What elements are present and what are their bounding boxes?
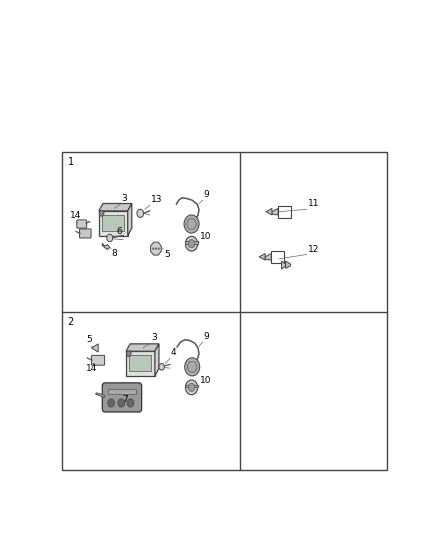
Polygon shape (185, 241, 198, 244)
Circle shape (99, 211, 104, 216)
Circle shape (137, 209, 144, 217)
Text: 4: 4 (171, 349, 177, 358)
Text: 2: 2 (67, 317, 74, 327)
Circle shape (127, 399, 134, 407)
Polygon shape (95, 393, 104, 398)
FancyBboxPatch shape (77, 220, 87, 228)
Polygon shape (265, 254, 271, 260)
Bar (130, 356, 152, 371)
Polygon shape (282, 261, 286, 269)
Text: 11: 11 (307, 199, 319, 208)
Circle shape (127, 351, 131, 357)
Circle shape (155, 247, 157, 250)
Text: 10: 10 (200, 376, 212, 385)
Text: 14: 14 (70, 211, 81, 220)
Circle shape (152, 247, 154, 250)
Text: 5: 5 (86, 335, 92, 344)
Polygon shape (155, 344, 159, 376)
Circle shape (185, 236, 198, 251)
Text: 3: 3 (152, 333, 157, 342)
Bar (99, 211, 128, 236)
Circle shape (159, 364, 164, 370)
Circle shape (184, 215, 199, 233)
Text: 9: 9 (203, 190, 209, 199)
Bar (102, 215, 124, 231)
Bar (108, 390, 135, 393)
Text: 3: 3 (121, 195, 127, 204)
Text: 1: 1 (67, 157, 74, 167)
Text: 12: 12 (307, 245, 319, 254)
Text: 5: 5 (164, 250, 170, 259)
Polygon shape (266, 208, 272, 215)
Circle shape (187, 219, 196, 230)
Text: 9: 9 (203, 332, 209, 341)
Polygon shape (126, 344, 159, 351)
Circle shape (118, 399, 125, 407)
FancyBboxPatch shape (80, 229, 91, 238)
Circle shape (188, 240, 195, 248)
Polygon shape (151, 242, 161, 255)
Text: 13: 13 (151, 195, 162, 204)
Polygon shape (92, 344, 98, 352)
Circle shape (107, 235, 113, 241)
FancyBboxPatch shape (92, 356, 105, 365)
Circle shape (187, 361, 197, 373)
Polygon shape (102, 243, 110, 249)
Circle shape (185, 380, 198, 395)
Circle shape (188, 383, 195, 391)
Bar (278, 206, 291, 218)
Text: 7: 7 (123, 395, 128, 404)
Polygon shape (272, 208, 278, 215)
Polygon shape (99, 204, 132, 211)
Bar (126, 351, 155, 376)
Text: 14: 14 (86, 364, 97, 373)
Bar (61, 152, 387, 470)
Circle shape (185, 358, 200, 376)
Circle shape (158, 247, 159, 250)
FancyBboxPatch shape (102, 383, 141, 412)
Text: 6: 6 (117, 228, 123, 236)
Polygon shape (128, 204, 132, 236)
Circle shape (108, 399, 114, 407)
Polygon shape (259, 254, 265, 260)
Text: 10: 10 (200, 232, 212, 241)
Bar (271, 251, 284, 263)
Polygon shape (185, 385, 198, 387)
Text: 8: 8 (112, 249, 117, 259)
Polygon shape (286, 261, 291, 268)
